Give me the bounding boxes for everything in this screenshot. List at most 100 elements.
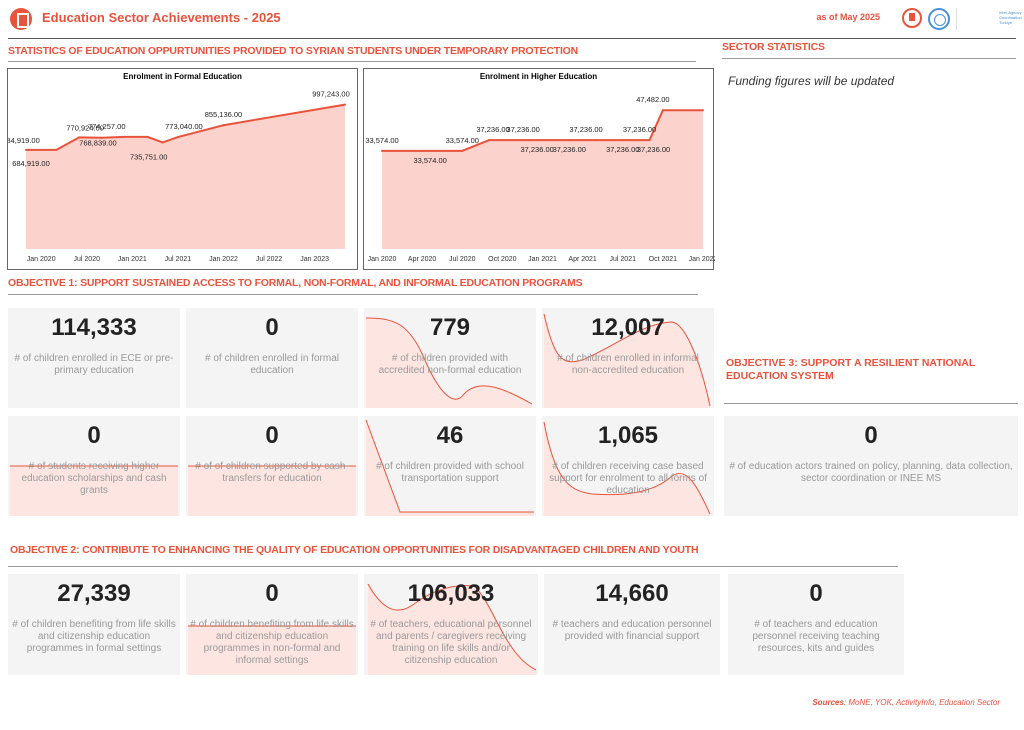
x-tick-label: Oct 2021 (649, 256, 678, 263)
kpi-card-teaching-resources: 0 # of teachers and education personnel … (728, 574, 904, 675)
kpi-label: # of children provided with school trans… (376, 461, 524, 484)
sparkline (188, 465, 356, 516)
data-point (161, 141, 164, 144)
un-emblem-icon (928, 8, 950, 30)
kpi-label: # of of children supported by cash-trans… (195, 461, 349, 484)
x-tick-label: Jan 2023 (300, 256, 329, 263)
x-tick-label: Apr 2020 (408, 256, 437, 263)
kpi-card-ece: 114,333 # of children enrolled in ECE or… (8, 308, 180, 408)
data-label: 774,257.00 (88, 122, 126, 131)
sparkline (10, 465, 178, 516)
data-label: 997,243.00 (312, 90, 350, 99)
x-tick-label: Jan 2021 (528, 256, 557, 263)
data-point (488, 139, 490, 142)
kpi-label: # of children provided with accredited n… (378, 353, 522, 376)
kpi-label: # of teachers, educational personnel and… (370, 619, 532, 666)
x-tick-label: Jan 2022 (689, 256, 715, 263)
data-label: 37,236.00 (569, 125, 602, 134)
data-point (123, 135, 126, 138)
data-point (568, 139, 571, 142)
x-tick-label: Jul 2022 (256, 256, 283, 263)
data-label: 37,236.00 (637, 145, 670, 154)
data-point (176, 136, 179, 139)
objective1-title: OBJECTIVE 1: SUPPORT SUSTAINED ACCESS TO… (8, 277, 583, 289)
data-label: 37,236.00 (553, 145, 586, 154)
kpi-label: # teachers and education personnel provi… (552, 619, 712, 642)
formal-enrolment-chart: Enrolment in Formal Education 684,919.00… (7, 68, 358, 270)
data-point (461, 149, 464, 152)
objective2-divider (8, 566, 898, 567)
header-bar: Education Sector Achievements - 2025 as … (0, 0, 1024, 38)
kpi-label: # of children benefiting from life skill… (12, 619, 176, 654)
kpi-card-transport: 46 # of children provided with school tr… (364, 416, 536, 516)
data-point (528, 139, 531, 142)
x-tick-label: Jul 2021 (610, 256, 637, 263)
sector-stats-title: SECTOR STATISTICS (722, 41, 825, 53)
kpi-card-education-actors: 0 # of education actors trained on polic… (724, 416, 1018, 516)
kpi-value: 0 (87, 422, 101, 449)
partner-logo-text: Inter-Agency Coordination Turkiye (999, 10, 1022, 25)
kpi-label: # of teachers and education personnel re… (752, 619, 880, 654)
kpi-label: # of students receiving higher education… (21, 461, 167, 496)
kpi-value: 27,339 (57, 580, 131, 607)
data-label: 773,040.00 (165, 122, 203, 131)
objective3-divider (724, 403, 1018, 404)
data-label: 735,751.00 (130, 152, 168, 161)
x-tick-label: Jan 2020 (368, 256, 397, 263)
kpi-value: 0 (265, 422, 279, 449)
data-point (146, 135, 149, 138)
sector-stats-divider (722, 58, 1016, 59)
data-point (421, 149, 424, 152)
sparkline (365, 317, 533, 408)
kpi-card-cash-transfers: 0 # of of children supported by cash-tra… (186, 416, 358, 516)
data-label: 768,839.00 (79, 139, 117, 148)
sparkline (367, 583, 537, 675)
data-label: 33,574.00 (413, 156, 446, 165)
data-label: 33,574.00 (365, 136, 398, 145)
series-line (26, 103, 346, 151)
data-point (55, 148, 58, 151)
data-point (25, 148, 27, 151)
kpi-value: 106,033 (407, 580, 495, 607)
objective2-title: OBJECTIVE 2: CONTRIBUTE TO ENHANCING THE… (10, 544, 699, 556)
kpi-value: 0 (864, 422, 878, 449)
sparkline (543, 313, 711, 408)
data-label: 37,236.00 (606, 145, 639, 154)
x-tick-label: Jan 2020 (27, 256, 56, 263)
kpi-value: 0 (265, 314, 279, 341)
x-tick-label: Jul 2021 (165, 256, 192, 263)
data-point (78, 136, 81, 139)
kpi-value: 1,065 (597, 422, 659, 449)
kpi-label: # of children enrolled in informal non-a… (557, 353, 699, 376)
kpi-card-informal: 12,007 # of children enrolled in informa… (542, 308, 714, 408)
data-point (648, 139, 651, 142)
area-fill (26, 104, 345, 249)
x-tick-label: Jan 2021 (118, 256, 147, 263)
data-label: 37,236.00 (506, 125, 539, 134)
kpi-value: 0 (265, 580, 279, 607)
chart-title: Enrolment in Higher Education (479, 72, 598, 81)
data-label: 47,482.00 (636, 95, 669, 104)
data-label: 33,574.00 (446, 136, 479, 145)
header-divider (8, 38, 1016, 39)
higher-enrolment-chart: Enrolment in Higher Education 33,574.00 3… (363, 68, 715, 270)
sparkline (543, 421, 711, 516)
page-title: Education Sector Achievements - 2025 (42, 10, 281, 25)
area-fill (382, 110, 703, 249)
higher-enrolment-plot: 33,574.0033,574.0033,574.0037,236.0037,2… (365, 95, 715, 263)
coordination-logo-icon: Inter-Agency Coordination Turkiye (956, 8, 1022, 30)
data-label: 770,924.00 (66, 123, 104, 132)
x-tick-label: Oct 2020 (488, 256, 517, 263)
kpi-value: 114,333 (51, 314, 137, 341)
kpi-value: 46 (436, 422, 464, 449)
chart-title: Enrolment in Formal Education (123, 72, 242, 81)
data-point (222, 124, 225, 127)
kpi-card-lifeskills-nonformal: 0 # of children benefiting from life ski… (186, 574, 358, 675)
x-tick-label: Jan 2022 (209, 256, 238, 263)
kpi-label: # of education actors trained on policy,… (729, 461, 1013, 484)
kpi-card-nonformal: 779 # of children provided with accredit… (364, 308, 536, 408)
data-point (595, 139, 597, 142)
x-tick-label: Jul 2020 (449, 256, 476, 263)
kpi-card-case-support: 1,065 # of children receiving case based… (542, 416, 714, 516)
data-label: 684,919.00 (12, 159, 50, 168)
